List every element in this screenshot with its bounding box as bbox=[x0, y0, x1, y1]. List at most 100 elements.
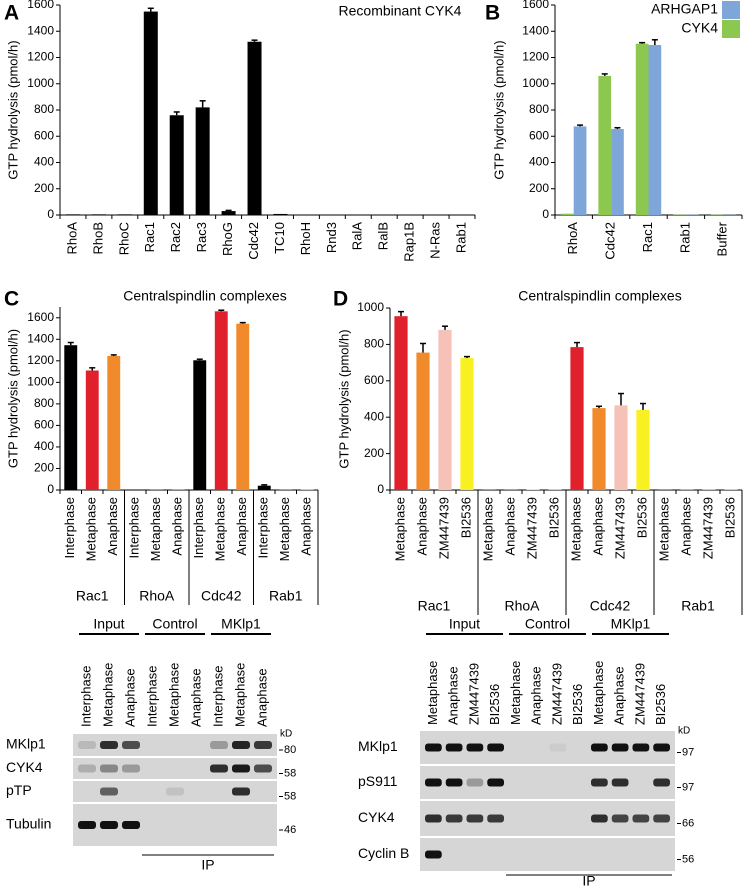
blot-band bbox=[166, 787, 184, 796]
y-axis-label: GTP hydrolysis (pmol/h) bbox=[336, 329, 351, 468]
y-tick-label: 1000 bbox=[27, 375, 54, 389]
bar bbox=[482, 489, 496, 490]
blot-band bbox=[425, 778, 442, 787]
error-bar bbox=[640, 402, 646, 410]
blot-row-label: pS911 bbox=[358, 773, 398, 789]
y-tick-label: 1200 bbox=[522, 50, 549, 64]
blot-band bbox=[122, 764, 140, 773]
bar bbox=[460, 358, 474, 490]
x-tick-label: RhoA bbox=[565, 222, 580, 255]
blot-band bbox=[100, 741, 118, 749]
error-bar bbox=[239, 321, 246, 324]
bar bbox=[195, 107, 210, 215]
lane-label: BI2536 bbox=[653, 684, 668, 725]
y-tick-label: 400 bbox=[34, 439, 54, 453]
group-label: Rab1 bbox=[681, 598, 715, 614]
y-tick-label: 400 bbox=[34, 155, 54, 169]
bar bbox=[394, 316, 408, 490]
legend-swatch bbox=[722, 20, 740, 38]
y-tick-label: 1600 bbox=[27, 310, 54, 324]
x-tick-label: RhoB bbox=[90, 222, 105, 255]
error-bar bbox=[614, 126, 621, 130]
x-tick-label: ZM447439 bbox=[436, 497, 451, 559]
y-tick-label: 800 bbox=[34, 396, 54, 410]
blot-strip bbox=[420, 838, 675, 871]
group-label: Rac1 bbox=[418, 598, 451, 614]
y-tick-label: 1400 bbox=[27, 23, 54, 37]
chart-title: Centralspindlin complexes bbox=[518, 288, 681, 304]
blot-band bbox=[78, 741, 96, 749]
blot-band bbox=[611, 743, 629, 752]
blot-band bbox=[425, 743, 442, 752]
error-bar bbox=[67, 341, 74, 346]
blot-band bbox=[210, 764, 228, 773]
panel-letter: A bbox=[4, 2, 19, 25]
bar bbox=[143, 11, 158, 215]
y-tick-label: 0 bbox=[377, 482, 384, 496]
unit-label: kD bbox=[678, 726, 690, 737]
x-tick-label: Rap1B bbox=[402, 222, 417, 262]
y-tick-label: 800 bbox=[529, 102, 549, 116]
y-tick-label: 1400 bbox=[522, 23, 549, 37]
bar bbox=[169, 115, 184, 215]
lane-label: Anaphase bbox=[188, 668, 203, 727]
bar bbox=[438, 329, 452, 490]
legend-label: ARHGAP1 bbox=[651, 1, 718, 17]
error-bar bbox=[442, 325, 448, 330]
y-tick-label: 400 bbox=[364, 409, 384, 423]
blot-band bbox=[122, 821, 140, 829]
blot-band bbox=[653, 814, 670, 823]
error-bar bbox=[639, 41, 646, 44]
x-tick-label: BI2536 bbox=[634, 497, 649, 538]
x-tick-label: BI2536 bbox=[546, 497, 561, 538]
x-tick-label: Interphase bbox=[256, 497, 271, 558]
lane-label: Metaphase bbox=[591, 661, 606, 725]
y-tick-label: 1000 bbox=[27, 76, 54, 90]
x-tick-label: Anaphase bbox=[170, 497, 185, 556]
y-tick-label: 200 bbox=[364, 446, 384, 460]
error-bar bbox=[601, 73, 608, 76]
bar bbox=[592, 408, 606, 490]
lane-label: Metaphase bbox=[232, 663, 247, 727]
blot-strip bbox=[73, 758, 277, 779]
blot-group-label: Control bbox=[152, 616, 197, 632]
error-bar bbox=[261, 484, 268, 486]
blot-band bbox=[591, 743, 608, 752]
blot-row-label: CYK4 bbox=[358, 809, 395, 825]
kd-marker: 58 bbox=[284, 790, 296, 802]
x-tick-label: Rac1 bbox=[142, 222, 157, 252]
blot-band bbox=[466, 814, 484, 823]
error-bar bbox=[218, 309, 225, 312]
legend-swatch bbox=[722, 1, 740, 19]
blot-band bbox=[425, 850, 442, 859]
group-label: Rab1 bbox=[269, 588, 303, 604]
bar bbox=[257, 485, 271, 490]
y-tick-label: 200 bbox=[529, 181, 549, 195]
x-tick-label: N-Ras bbox=[428, 222, 443, 259]
lane-label: ZM447439 bbox=[549, 663, 564, 725]
blot-band bbox=[466, 743, 484, 752]
x-tick-label: RhoG bbox=[220, 222, 235, 256]
blot-strip bbox=[73, 734, 277, 756]
blot-band bbox=[100, 787, 118, 796]
bar bbox=[193, 360, 207, 490]
lane-label: BI2536 bbox=[487, 684, 502, 725]
bar bbox=[236, 323, 250, 490]
x-tick-label: Rac2 bbox=[168, 222, 183, 252]
bar bbox=[91, 214, 106, 215]
kd-marker: 66 bbox=[682, 817, 694, 829]
x-tick-label: ZM447439 bbox=[612, 497, 627, 559]
bar bbox=[64, 345, 78, 490]
bar bbox=[648, 45, 662, 215]
blot-group-label: MKlp1 bbox=[221, 616, 261, 632]
x-tick-label: Interphase bbox=[62, 497, 77, 558]
lane-label: BI2536 bbox=[570, 684, 585, 725]
y-tick-label: 600 bbox=[34, 418, 54, 432]
blot-group-label: Control bbox=[525, 616, 570, 632]
blot-row-label: MKlp1 bbox=[358, 738, 398, 754]
error-bar bbox=[89, 367, 96, 371]
blot-band bbox=[632, 743, 650, 752]
x-tick-label: Metaphase bbox=[277, 497, 292, 561]
x-tick-label: Metaphase bbox=[656, 497, 671, 561]
panel-letter: C bbox=[4, 288, 19, 311]
